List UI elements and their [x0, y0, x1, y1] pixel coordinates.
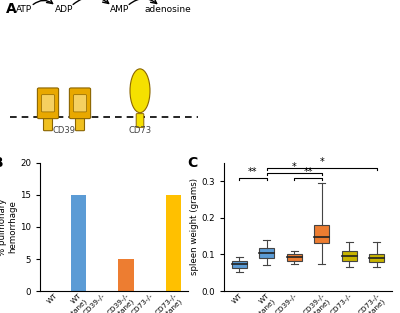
Bar: [118, 259, 134, 291]
Bar: [369, 254, 384, 263]
Bar: [287, 254, 302, 261]
FancyBboxPatch shape: [136, 114, 144, 127]
Text: CD73: CD73: [128, 126, 152, 135]
Bar: [166, 195, 181, 291]
FancyBboxPatch shape: [42, 95, 54, 112]
Y-axis label: % pulmonary
hemorrhage: % pulmonary hemorrhage: [0, 198, 17, 256]
Text: adenosine: adenosine: [145, 5, 191, 14]
FancyBboxPatch shape: [70, 88, 90, 119]
Bar: [342, 251, 357, 261]
Text: AMP: AMP: [110, 5, 130, 14]
Bar: [314, 225, 329, 244]
Ellipse shape: [130, 69, 150, 113]
Y-axis label: spleen weight (grams): spleen weight (grams): [190, 178, 198, 275]
Text: C: C: [187, 156, 197, 170]
FancyBboxPatch shape: [74, 95, 86, 112]
FancyBboxPatch shape: [76, 117, 84, 131]
Bar: [232, 261, 247, 268]
Text: **: **: [248, 167, 258, 177]
FancyBboxPatch shape: [44, 117, 52, 131]
Text: ADP: ADP: [55, 5, 73, 14]
Text: A: A: [6, 2, 17, 16]
Bar: [259, 248, 274, 258]
Bar: [70, 195, 86, 291]
Text: *: *: [319, 157, 324, 167]
FancyBboxPatch shape: [38, 88, 58, 119]
Text: **: **: [303, 167, 313, 177]
Text: *: *: [292, 162, 297, 172]
Text: B: B: [0, 156, 3, 170]
Text: CD39: CD39: [52, 126, 76, 135]
Text: ATP: ATP: [16, 5, 32, 14]
